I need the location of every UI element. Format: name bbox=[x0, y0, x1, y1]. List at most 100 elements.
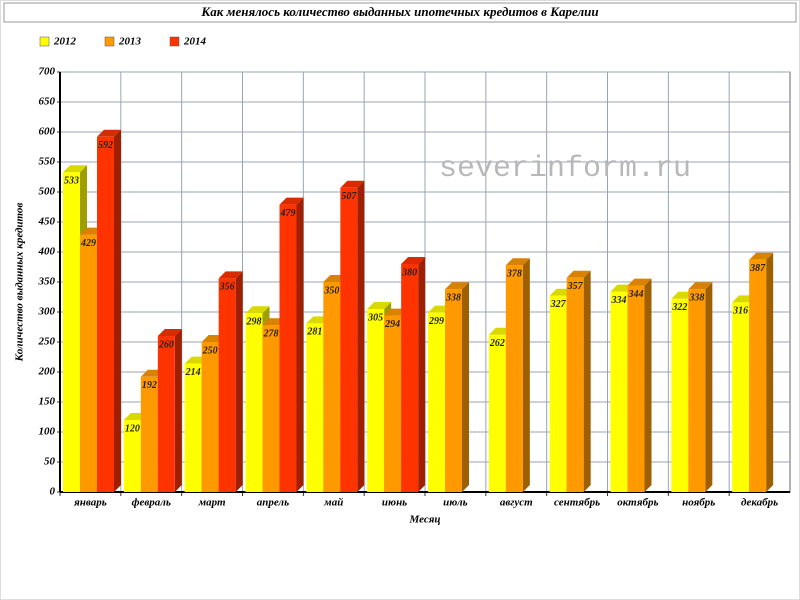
bar bbox=[340, 187, 358, 493]
value-label: 429 bbox=[80, 238, 96, 249]
bar bbox=[445, 289, 462, 492]
y-axis-label: Количество выданных кредитов bbox=[14, 203, 26, 363]
value-label: 299 bbox=[428, 316, 444, 327]
y-tick-label: 400 bbox=[38, 246, 56, 258]
x-tick-label: сентябрь bbox=[554, 497, 600, 509]
bar bbox=[63, 172, 80, 492]
bar-top bbox=[218, 271, 243, 279]
value-label: 479 bbox=[280, 208, 296, 219]
x-tick-label: июль bbox=[443, 497, 468, 509]
y-tick-label: 550 bbox=[39, 156, 56, 168]
value-label: 350 bbox=[323, 285, 339, 296]
bar-top bbox=[401, 257, 426, 264]
bar bbox=[549, 295, 567, 492]
bar bbox=[323, 282, 341, 492]
y-tick-label: 100 bbox=[39, 426, 56, 438]
value-label: 356 bbox=[219, 282, 235, 293]
legend-label: 2012 bbox=[53, 36, 77, 48]
bar bbox=[367, 309, 385, 492]
bar bbox=[505, 265, 523, 492]
bar bbox=[140, 376, 158, 492]
bar-side bbox=[462, 282, 469, 492]
bar-side bbox=[235, 271, 243, 492]
bar bbox=[184, 363, 202, 492]
bar-side bbox=[766, 252, 774, 492]
value-label: 387 bbox=[749, 263, 766, 274]
y-tick-label: 700 bbox=[39, 66, 56, 78]
bar bbox=[218, 278, 236, 492]
bar-side bbox=[644, 278, 652, 492]
value-label: 380 bbox=[401, 267, 417, 278]
bar bbox=[749, 259, 767, 492]
bar-top bbox=[627, 278, 652, 286]
bar bbox=[306, 323, 324, 492]
bar-side bbox=[114, 129, 121, 493]
x-tick-label: июнь bbox=[382, 497, 407, 509]
bar-side bbox=[705, 282, 713, 492]
bar-top bbox=[688, 282, 713, 290]
value-label: 250 bbox=[202, 345, 218, 356]
value-label: 338 bbox=[688, 292, 704, 303]
y-tick-label: 650 bbox=[39, 96, 56, 108]
value-label: 281 bbox=[306, 327, 322, 338]
bar-side bbox=[357, 180, 365, 493]
x-tick-label: август bbox=[500, 497, 533, 509]
x-tick-label: ноябрь bbox=[682, 497, 715, 509]
bar-side bbox=[296, 197, 304, 492]
value-label: 262 bbox=[489, 338, 505, 349]
value-label: 192 bbox=[142, 380, 157, 391]
legend-swatch bbox=[39, 36, 50, 47]
bar bbox=[157, 336, 175, 492]
bar bbox=[80, 234, 97, 492]
value-label: 338 bbox=[445, 292, 461, 303]
value-label: 344 bbox=[628, 289, 644, 300]
watermark: severinform.ru bbox=[439, 152, 691, 186]
bar-top bbox=[157, 329, 182, 336]
x-tick-label: февраль bbox=[132, 497, 171, 509]
x-tick-label: март bbox=[198, 497, 226, 509]
value-label: 507 bbox=[341, 191, 357, 202]
bar bbox=[123, 420, 141, 492]
title-box bbox=[3, 2, 797, 23]
y-tick-label: 350 bbox=[38, 276, 56, 288]
value-label: 305 bbox=[367, 312, 383, 323]
bar-side bbox=[174, 329, 182, 492]
x-tick-label: май bbox=[323, 497, 343, 509]
bar-top bbox=[445, 282, 469, 290]
value-label: 378 bbox=[506, 268, 522, 279]
bar bbox=[610, 291, 628, 492]
y-tick-label: 250 bbox=[38, 336, 56, 348]
chart-title: Как менялось количество выданных ипотечн… bbox=[200, 4, 598, 19]
y-tick-label: 150 bbox=[39, 396, 56, 408]
legend-label: 2014 bbox=[183, 36, 207, 48]
value-label: 334 bbox=[611, 295, 627, 306]
x-tick-label: декабрь bbox=[741, 497, 778, 509]
x-tick-label: октябрь bbox=[617, 497, 658, 509]
legend-swatch bbox=[169, 36, 180, 47]
value-label: 357 bbox=[567, 281, 584, 292]
bar-side bbox=[418, 257, 426, 492]
bar bbox=[279, 204, 297, 492]
bar bbox=[566, 277, 584, 492]
value-label: 120 bbox=[125, 423, 140, 434]
legend-swatch bbox=[104, 36, 115, 47]
bar-top bbox=[340, 180, 365, 188]
bar bbox=[627, 285, 645, 492]
value-label: 327 bbox=[550, 299, 567, 310]
x-tick-label: январь bbox=[73, 497, 107, 509]
y-tick-label: 600 bbox=[39, 126, 56, 138]
value-label: 294 bbox=[384, 319, 400, 330]
bar bbox=[401, 264, 419, 492]
bar-top bbox=[505, 258, 530, 266]
bar bbox=[688, 289, 706, 492]
bar bbox=[97, 136, 114, 493]
x-axis-label: Месяц bbox=[408, 514, 440, 526]
value-label: 322 bbox=[671, 302, 687, 313]
y-tick-label: 0 bbox=[50, 486, 56, 498]
value-label: 592 bbox=[98, 140, 113, 151]
bar bbox=[245, 313, 263, 492]
value-label: 298 bbox=[246, 316, 262, 327]
y-tick-label: 300 bbox=[38, 306, 56, 318]
bar bbox=[262, 325, 280, 492]
